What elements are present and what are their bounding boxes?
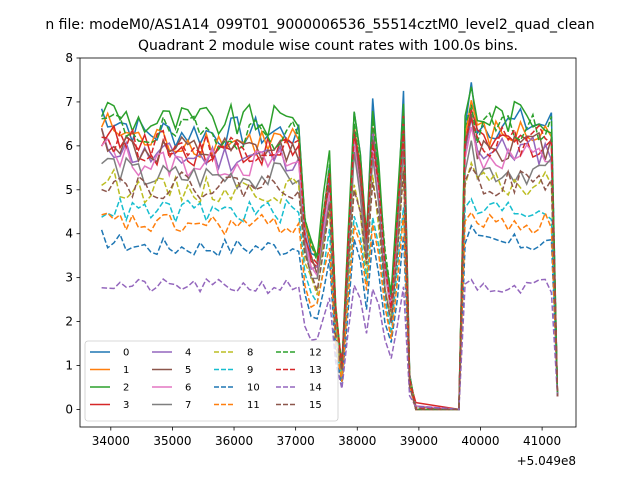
x-tick-label: 37000 — [277, 434, 315, 448]
legend-label-11: 11 — [247, 400, 260, 411]
figure-suptitle: n file: modeM0/AS1A14_099T01_9000006536_… — [45, 17, 594, 33]
legend-label-3: 3 — [123, 400, 129, 411]
series-line-15 — [101, 166, 559, 411]
y-tick-label: 1 — [65, 359, 73, 373]
x-offset-label: +5.049e8 — [517, 454, 576, 468]
legend-label-10: 10 — [247, 383, 260, 394]
series-line-2 — [100, 86, 559, 411]
x-tick-label: 36000 — [215, 434, 253, 448]
y-tick-label: 5 — [65, 183, 73, 197]
legend-label-4: 4 — [185, 348, 191, 359]
y-tick-label: 3 — [65, 271, 73, 285]
legend-label-0: 0 — [123, 348, 129, 359]
y-axis: 0 1 2 3 4 5 6 7 8 — [65, 51, 80, 416]
series-line-13 — [101, 115, 559, 411]
x-tick-label: 39000 — [400, 434, 438, 448]
legend-label-1: 1 — [123, 365, 129, 376]
series-line-14 — [101, 277, 559, 411]
series-line-11 — [101, 210, 559, 411]
x-tick-label: 35000 — [153, 434, 191, 448]
series-line-10 — [100, 223, 559, 411]
y-tick-label: 0 — [65, 402, 73, 416]
x-tick-label: 34000 — [92, 434, 130, 448]
series-line-7 — [101, 140, 559, 411]
series-line-8 — [101, 160, 559, 411]
x-tick-label: 38000 — [338, 434, 376, 448]
chart-title: Quadrant 2 module wise count rates with … — [138, 38, 518, 54]
series-line-0 — [100, 82, 559, 411]
y-tick-label: 7 — [65, 95, 73, 109]
y-tick-label: 4 — [65, 227, 73, 241]
series-line-6 — [101, 126, 559, 411]
legend-label-12: 12 — [309, 348, 322, 359]
legend-box — [84, 340, 339, 422]
axes-frame — [79, 57, 577, 428]
y-tick-label: 2 — [65, 315, 73, 329]
y-tick-label: 6 — [65, 139, 73, 153]
legend-label-9: 9 — [247, 365, 253, 376]
legend-label-13: 13 — [309, 365, 322, 376]
x-tick-label: 40000 — [461, 434, 499, 448]
legend-label-8: 8 — [247, 348, 253, 359]
legend-label-2: 2 — [123, 383, 129, 394]
series-line-9 — [101, 196, 559, 411]
legend-label-7: 7 — [185, 400, 191, 411]
plot-series-group — [100, 82, 559, 411]
legend-label-15: 15 — [309, 400, 322, 411]
legend-label-6: 6 — [185, 383, 191, 394]
legend-label-5: 5 — [185, 365, 191, 376]
x-tick-label: 41000 — [523, 434, 561, 448]
x-axis: 34000 35000 36000 37000 38000 39000 40000 41000 — [92, 427, 561, 448]
legend-label-14: 14 — [309, 383, 322, 394]
y-tick-label: 8 — [65, 51, 73, 65]
